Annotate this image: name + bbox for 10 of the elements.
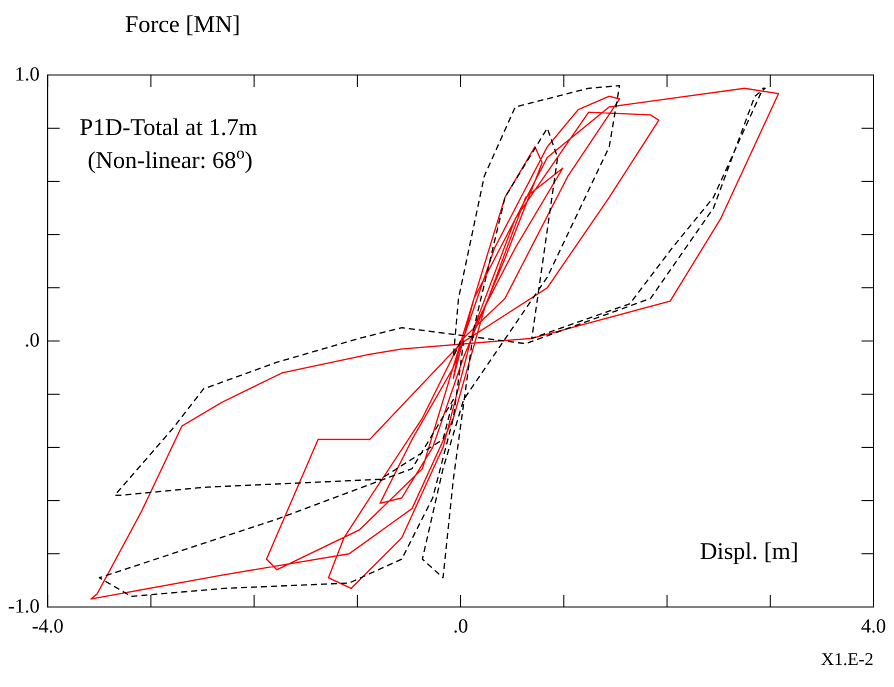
y-tick-label: .0 bbox=[24, 329, 40, 352]
y-axis-title: Force [MN] bbox=[125, 12, 240, 38]
x-tick-label: -4.0 bbox=[32, 615, 64, 638]
x-axis-title: Displ. [m] bbox=[700, 539, 799, 565]
y-tick-label: -1.0 bbox=[8, 595, 40, 618]
text: X1.E-2 bbox=[821, 649, 874, 669]
text: P1D-Total at 1.7m bbox=[80, 115, 258, 141]
y-tick-label: 1.0 bbox=[14, 63, 40, 86]
x-tick-label: 4.0 bbox=[861, 615, 886, 638]
x-tick-label: .0 bbox=[453, 615, 468, 638]
